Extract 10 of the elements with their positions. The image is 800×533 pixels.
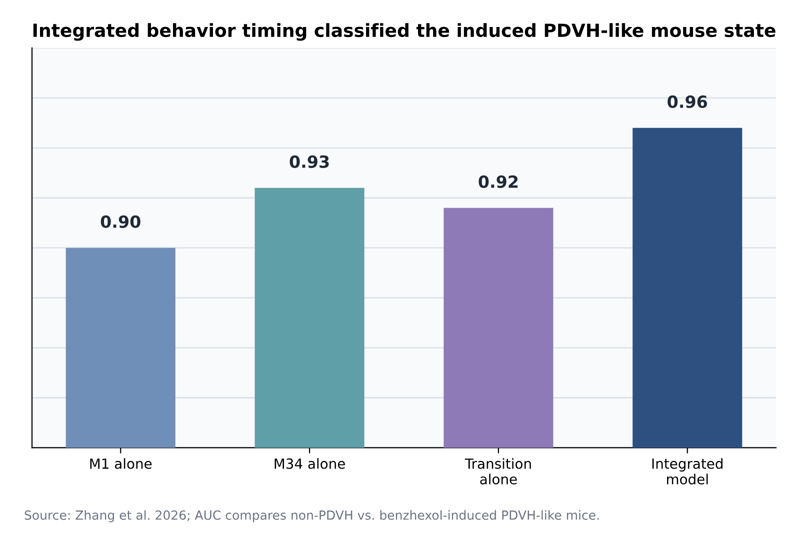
data-label: 0.96 (668, 95, 708, 108)
data-label: 0.93 (290, 155, 329, 168)
x-tick-label: M34 alone (274, 458, 345, 469)
x-tick-label: Integrated model (652, 458, 722, 484)
x-tick-label: M1 alone (90, 458, 152, 469)
chart-title: Integrated behavior timing classified the induced PDVH-like mouse state (33, 23, 776, 41)
x-tick-label: Transition alone (464, 458, 531, 484)
data-label: 0.92 (478, 175, 518, 188)
source-note: Source: Zhang et al. 2026; AUC compares non-PDVH vs. benzhexol-induced PDVH-like mice. (24, 510, 599, 522)
data-label: 0.90 (100, 215, 140, 228)
